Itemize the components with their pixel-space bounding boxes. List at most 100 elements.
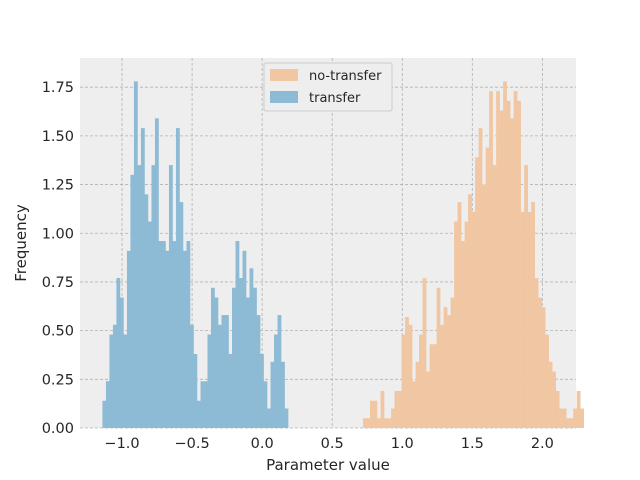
series-no-transfer — [363, 81, 585, 429]
histogram-bar — [499, 110, 504, 428]
histogram-bar — [189, 324, 194, 428]
histogram-bar — [225, 315, 229, 428]
histogram-bar — [214, 297, 219, 428]
histogram-bar — [562, 408, 567, 428]
histogram-bar — [433, 344, 437, 428]
histogram-bar — [175, 128, 180, 428]
histogram-bar — [415, 361, 420, 428]
histogram-bar — [277, 315, 282, 428]
histogram-bar — [478, 128, 483, 428]
x-tick-label: 1.0 — [391, 436, 414, 452]
histogram-bars — [102, 81, 585, 429]
histogram-bar — [263, 381, 268, 428]
histogram-bar — [464, 221, 469, 428]
histogram-bar — [186, 241, 191, 428]
histogram-bar — [576, 391, 581, 428]
histogram-bar — [232, 287, 236, 428]
histogram-bar — [573, 408, 578, 428]
histogram-bar — [457, 202, 462, 428]
histogram-bar — [503, 81, 507, 429]
histogram-bar — [517, 100, 521, 428]
histogram-bar — [401, 334, 406, 428]
histogram-bar — [534, 278, 539, 428]
legend-label-no-transfer: no-transfer — [309, 69, 382, 84]
histogram-bar — [387, 418, 392, 428]
x-tick-label: 0.0 — [251, 436, 274, 452]
histogram-bar — [137, 165, 142, 428]
y-axis-ticks: 0.00 0.25 0.50 0.75 1.00 1.25 1.50 1.75 — [42, 80, 74, 437]
histogram-bar — [105, 381, 110, 428]
histogram-bar — [510, 118, 514, 429]
histogram-bar — [221, 315, 226, 428]
histogram-bar — [384, 418, 388, 428]
histogram-bar — [151, 165, 156, 428]
histogram-bar — [179, 202, 184, 428]
series-transfer — [102, 81, 289, 429]
y-tick-label: 1.50 — [42, 129, 74, 145]
histogram-bar — [200, 381, 205, 428]
histogram-bar — [468, 194, 472, 428]
y-axis-label: Frequency — [12, 204, 30, 282]
histogram-bar — [119, 297, 124, 428]
histogram-bar — [133, 81, 138, 429]
histogram-bar — [193, 354, 198, 428]
histogram-bar — [443, 307, 448, 428]
histogram-bar — [158, 241, 163, 428]
histogram-bar — [109, 334, 114, 428]
histogram-bar — [123, 334, 128, 428]
histogram-bar — [429, 344, 434, 428]
histogram-bar — [426, 371, 430, 428]
y-tick-label: 0.00 — [42, 421, 74, 437]
y-tick-label: 1.00 — [42, 226, 74, 242]
histogram-bar — [116, 278, 121, 428]
histogram-bar — [391, 408, 395, 428]
x-tick-label: 1.5 — [461, 436, 484, 452]
histogram-bar — [196, 400, 201, 428]
x-tick-label: −0.5 — [174, 436, 209, 452]
histogram-bar — [218, 324, 222, 428]
histogram-bar — [228, 354, 233, 428]
histogram-bar — [260, 354, 264, 428]
histogram-bar — [394, 391, 399, 428]
histogram-bar — [566, 418, 570, 428]
histogram-bar — [485, 147, 490, 428]
histogram-bar — [580, 408, 585, 428]
histogram-bar — [281, 361, 285, 428]
x-tick-label: 2.0 — [531, 436, 554, 452]
histogram-bar — [370, 400, 374, 428]
histogram-bar — [412, 381, 416, 428]
histogram-bar — [541, 307, 546, 428]
histogram-bar — [440, 324, 444, 428]
histogram-bar — [249, 268, 254, 428]
histogram-bar — [363, 418, 367, 428]
histogram-bar — [112, 324, 117, 428]
histogram-bar — [552, 371, 556, 428]
histogram-bar — [140, 128, 145, 428]
histogram-bar — [436, 287, 441, 428]
histogram-bar — [161, 241, 166, 428]
legend-label-transfer: transfer — [309, 91, 361, 106]
y-tick-label: 0.25 — [42, 372, 74, 388]
histogram-bar — [270, 361, 275, 428]
histogram-bar — [461, 241, 465, 428]
histogram-bar — [207, 334, 212, 428]
histogram-bar — [559, 408, 563, 428]
histogram-bar — [506, 100, 511, 428]
histogram-bar — [492, 165, 497, 428]
histogram-bar — [239, 278, 243, 428]
histogram-bar — [520, 211, 525, 428]
histogram-bar — [144, 194, 149, 428]
histogram-bar — [256, 315, 261, 428]
histogram-bar — [211, 287, 215, 428]
histogram-bar — [373, 400, 378, 428]
histogram-bar — [454, 221, 458, 428]
histogram-bar — [102, 400, 107, 428]
histogram-bar — [377, 418, 381, 428]
histogram-bar — [253, 287, 257, 428]
y-tick-label: 1.75 — [42, 80, 74, 96]
x-tick-label: 0.5 — [321, 436, 344, 452]
histogram-bar — [204, 381, 208, 428]
histogram-bar — [366, 418, 371, 428]
histogram-bar — [267, 408, 271, 428]
y-tick-label: 1.25 — [42, 178, 74, 194]
